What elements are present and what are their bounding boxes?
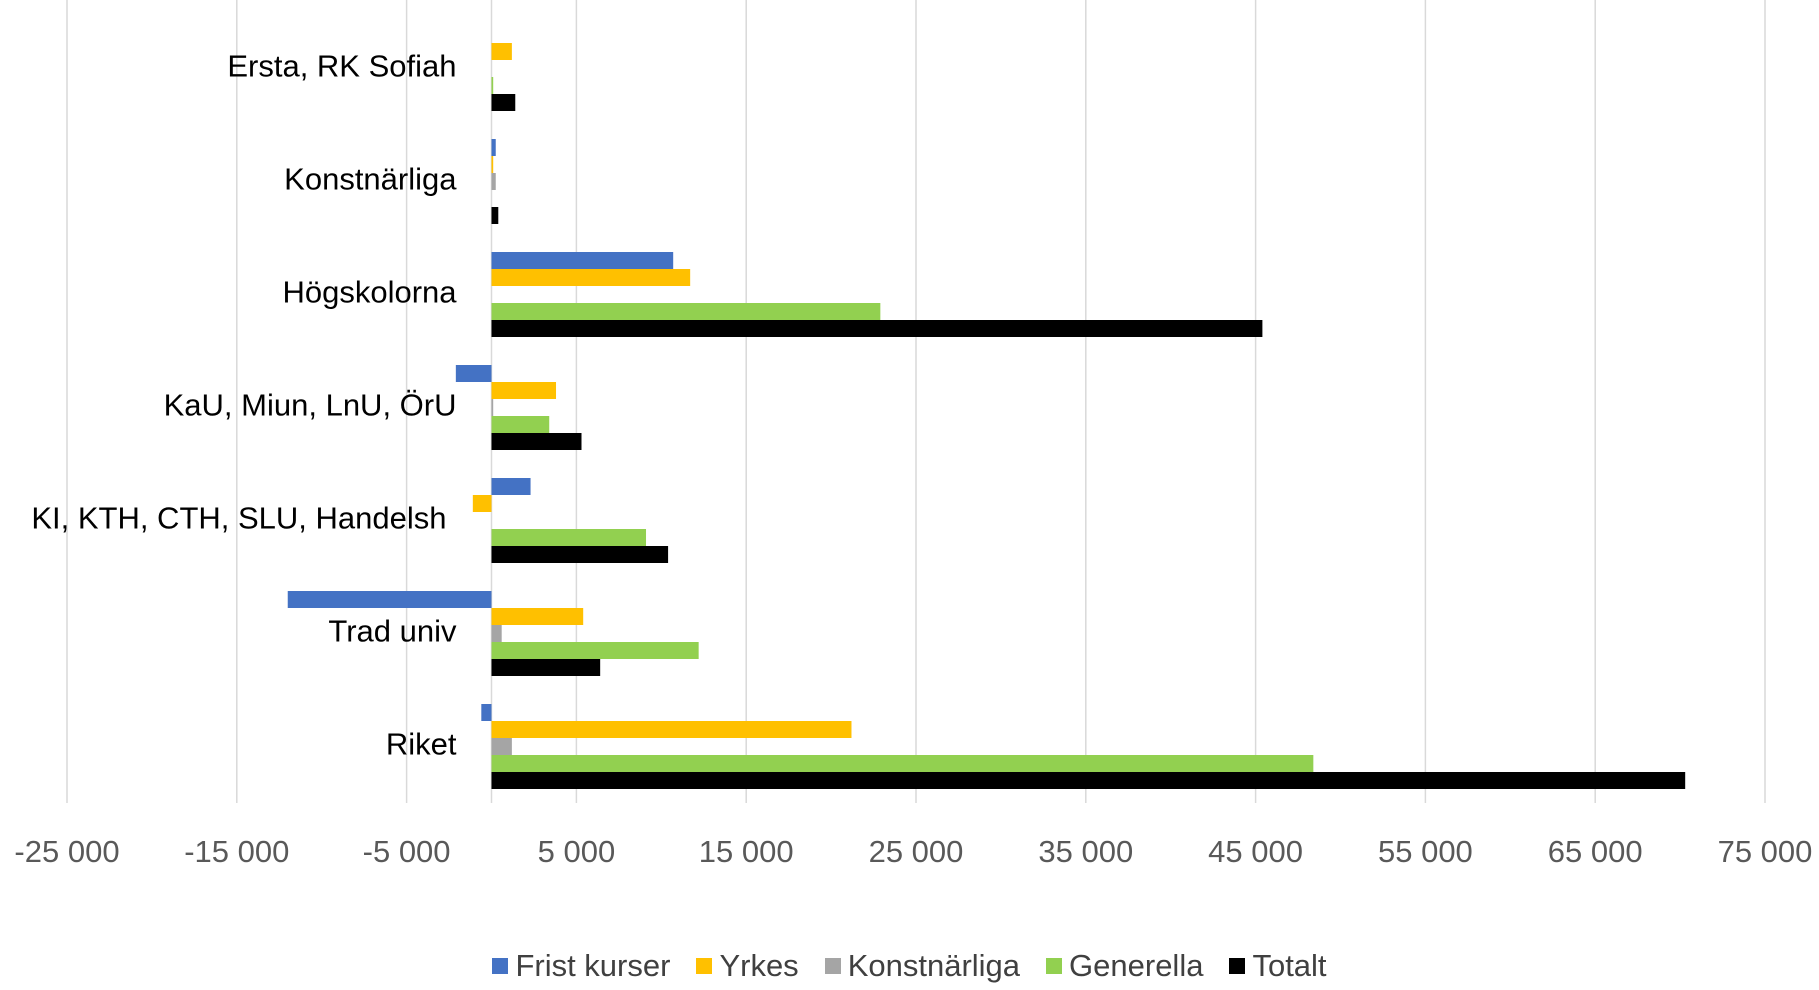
x-tick-label: -5 000 [363,834,451,869]
x-tick-label: -25 000 [14,834,119,869]
category-label: KI, KTH, CTH, SLU, Handelsh [31,501,446,536]
category-label: Högskolorna [282,275,457,310]
legend-swatch [492,958,509,974]
legend-label: Konstnärliga [847,948,1021,983]
legend-label: Totalt [1252,948,1327,983]
bar [491,721,852,738]
category-label: Trad univ [328,614,457,649]
category-label: Konstnärliga [284,162,457,197]
legend-label: Generella [1069,948,1204,983]
bar [491,433,582,450]
bar [491,43,512,60]
bar [491,738,512,755]
bar [491,416,550,433]
bar [491,772,1686,789]
category-label: Ersta, RK Sofiah [227,49,456,84]
legend-item: Yrkes [696,948,799,984]
chart-legend: Frist kurser Yrkes Konstnärliga Generella To… [0,948,1819,984]
bar [481,704,492,721]
bar [491,659,601,676]
bar [491,252,674,269]
x-tick-label: -15 000 [184,834,289,869]
bar [491,529,647,546]
bar [491,94,516,111]
bar [491,546,669,563]
legend-item: Totalt [1229,948,1327,984]
x-tick-label: 65 000 [1548,834,1643,869]
x-tick-label: 35 000 [1038,834,1133,869]
legend-item: Frist kurser [492,948,670,984]
x-tick-label: 75 000 [1718,834,1813,869]
x-tick-label: 25 000 [869,834,964,869]
legend-label: Frist kurser [515,948,671,983]
bar [491,625,502,642]
bar [491,173,496,190]
bar [455,365,492,382]
bar [491,642,699,659]
bar [491,207,499,224]
x-tick-label: 55 000 [1378,834,1473,869]
legend-swatch [1229,958,1246,974]
x-tick-label: 45 000 [1208,834,1303,869]
bar [491,399,494,416]
bar [491,478,531,495]
category-label: KaU, Miun, LnU, ÖrU [164,388,457,423]
x-tick-label: 15 000 [699,834,794,869]
legend-item: Generella [1046,948,1203,984]
bar [491,303,881,320]
bar [491,139,496,156]
bar [491,320,1263,337]
legend-swatch [824,958,841,974]
x-tick-label: 5 000 [538,834,616,869]
legend-swatch [1046,958,1063,974]
bar [491,269,691,286]
bar [491,77,494,94]
legend-swatch [696,958,713,974]
legend-label: Yrkes [719,948,799,983]
bar [287,591,492,608]
bar [472,495,492,512]
category-label: Riket [386,727,457,762]
bar [491,608,584,625]
bar [491,755,1314,772]
bar [491,156,494,173]
legend-item: Konstnärliga [824,948,1021,984]
bar [491,382,557,399]
